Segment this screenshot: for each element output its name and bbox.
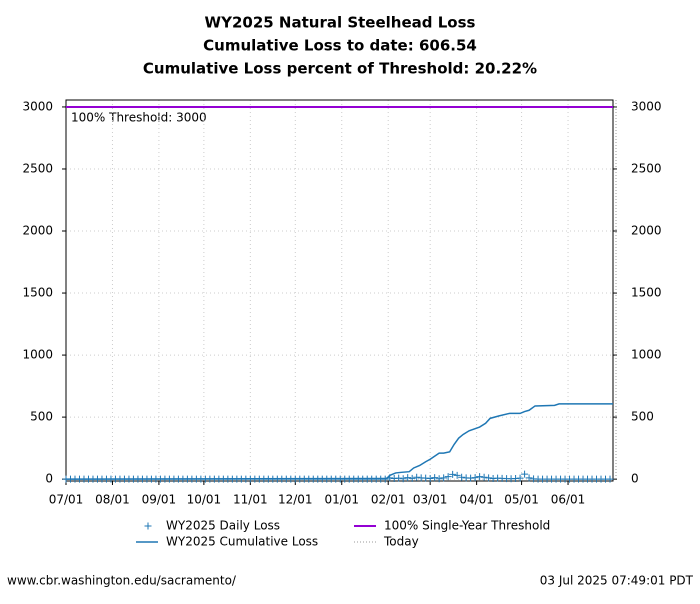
y-tick-label: 2000 (22, 224, 53, 238)
marker (404, 474, 412, 482)
plot-frame (65, 99, 614, 482)
y-tick-label: 1000 (22, 348, 53, 362)
marker (606, 475, 614, 483)
footer-url: www.cbr.washington.edu/sacramento/ (7, 574, 237, 588)
marker (516, 474, 524, 482)
y-tick-label: 1500 (22, 286, 53, 300)
x-tick-label: 10/01 (187, 493, 222, 507)
marker (408, 474, 416, 482)
x-tick-label: 12/01 (278, 493, 313, 507)
y2-tick-label: 500 (631, 410, 654, 424)
marker (426, 475, 434, 483)
legend-marker (144, 522, 152, 530)
legend-label: WY2025 Cumulative Loss (166, 535, 318, 549)
marker (471, 474, 479, 482)
marker (431, 474, 439, 482)
y2-tick-label: 2000 (631, 224, 662, 238)
chart-subtitle: Cumulative Loss percent of Threshold: 20… (143, 60, 537, 78)
x-tick-label: 06/01 (551, 493, 586, 507)
marker (521, 470, 529, 478)
chart-subtitle: Cumulative Loss to date: 606.54 (203, 37, 477, 55)
marker (525, 474, 533, 482)
marker (444, 473, 452, 481)
y2-tick-label: 1000 (631, 348, 662, 362)
marker (449, 470, 457, 478)
marker (480, 473, 488, 481)
x-tick-label: 05/01 (504, 493, 539, 507)
y2-tick-label: 0 (631, 472, 639, 486)
y2-tick-label: 1500 (631, 286, 662, 300)
marker (413, 473, 421, 481)
x-tick-label: 04/01 (459, 493, 494, 507)
y2-tick-label: 2500 (631, 161, 662, 175)
marker (476, 473, 484, 481)
x-tick-label: 02/01 (371, 493, 406, 507)
marker (440, 474, 448, 482)
marker (435, 475, 443, 483)
legend-label: WY2025 Daily Loss (166, 519, 280, 533)
y2-tick-label: 3000 (631, 99, 662, 113)
cumulative-line (65, 403, 613, 480)
marker (458, 473, 466, 481)
annotation: 100% Threshold: 3000 (71, 111, 207, 125)
y-tick-label: 0 (45, 472, 53, 486)
x-tick-label: 11/01 (233, 493, 268, 507)
x-tick-label: 03/01 (413, 493, 448, 507)
marker (453, 471, 461, 479)
marker (399, 475, 407, 483)
x-tick-label: 09/01 (142, 493, 177, 507)
footer-timestamp: 03 Jul 2025 07:49:01 PDT (540, 574, 694, 588)
chart-title: WY2025 Natural Steelhead Loss (205, 14, 476, 32)
legend-label: Today (383, 535, 419, 549)
x-tick-label: 07/01 (49, 493, 84, 507)
y-tick-label: 500 (30, 410, 53, 424)
x-tick-label: 08/01 (95, 493, 130, 507)
marker (395, 474, 403, 482)
legend-label: 100% Single-Year Threshold (384, 519, 550, 533)
y-tick-label: 2500 (22, 161, 53, 175)
x-tick-label: 01/01 (324, 493, 359, 507)
y-tick-label: 3000 (22, 99, 53, 113)
marker (485, 474, 493, 482)
